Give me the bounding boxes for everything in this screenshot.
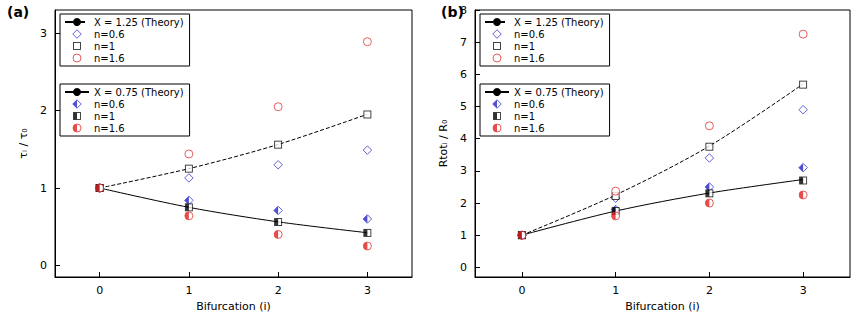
svg-text:n=1: n=1 [94,41,115,52]
svg-text:3: 3 [800,284,807,297]
svg-text:Rtotᵢ / R₀: Rtotᵢ / R₀ [437,119,450,167]
svg-text:0: 0 [460,261,467,274]
svg-text:0: 0 [96,284,103,297]
svg-text:2: 2 [40,104,47,117]
svg-text:2: 2 [275,284,282,297]
svg-text:(b): (b) [441,4,464,20]
svg-text:n=1: n=1 [514,111,535,122]
svg-text:5: 5 [460,100,467,113]
svg-text:X = 1.25 (Theory): X = 1.25 (Theory) [514,17,604,28]
svg-text:Bifurcation (i): Bifurcation (i) [196,300,271,313]
svg-text:Bifurcation (i): Bifurcation (i) [625,300,700,313]
svg-text:2: 2 [706,284,713,297]
svg-text:0: 0 [40,259,47,272]
svg-text:X = 1.25 (Theory): X = 1.25 (Theory) [94,17,184,28]
svg-text:n=0.6: n=0.6 [514,29,545,40]
svg-text:n=1.6: n=1.6 [514,53,545,64]
svg-text:3: 3 [40,27,47,40]
svg-text:n=1.6: n=1.6 [94,53,125,64]
svg-text:2: 2 [460,197,467,210]
svg-text:1: 1 [185,284,192,297]
svg-text:n=0.6: n=0.6 [94,99,125,110]
svg-text:n=0.6: n=0.6 [514,99,545,110]
svg-text:7: 7 [460,36,467,49]
svg-text:3: 3 [460,164,467,177]
svg-text:(a): (a) [7,4,29,20]
svg-text:n=1: n=1 [94,111,115,122]
svg-text:n=1.6: n=1.6 [94,123,125,134]
svg-text:X = 0.75 (Theory): X = 0.75 (Theory) [514,87,604,98]
svg-text:n=0.6: n=0.6 [94,29,125,40]
svg-text:1: 1 [460,229,467,242]
svg-text:n=1: n=1 [514,41,535,52]
svg-text:0: 0 [518,284,525,297]
svg-text:4: 4 [460,132,467,145]
svg-text:X = 0.75 (Theory): X = 0.75 (Theory) [94,87,184,98]
svg-text:τᵢ / τ₀: τᵢ / τ₀ [17,128,30,159]
svg-text:1: 1 [612,284,619,297]
svg-text:3: 3 [364,284,371,297]
svg-text:n=1.6: n=1.6 [514,123,545,134]
svg-text:6: 6 [460,68,467,81]
svg-text:1: 1 [40,182,47,195]
